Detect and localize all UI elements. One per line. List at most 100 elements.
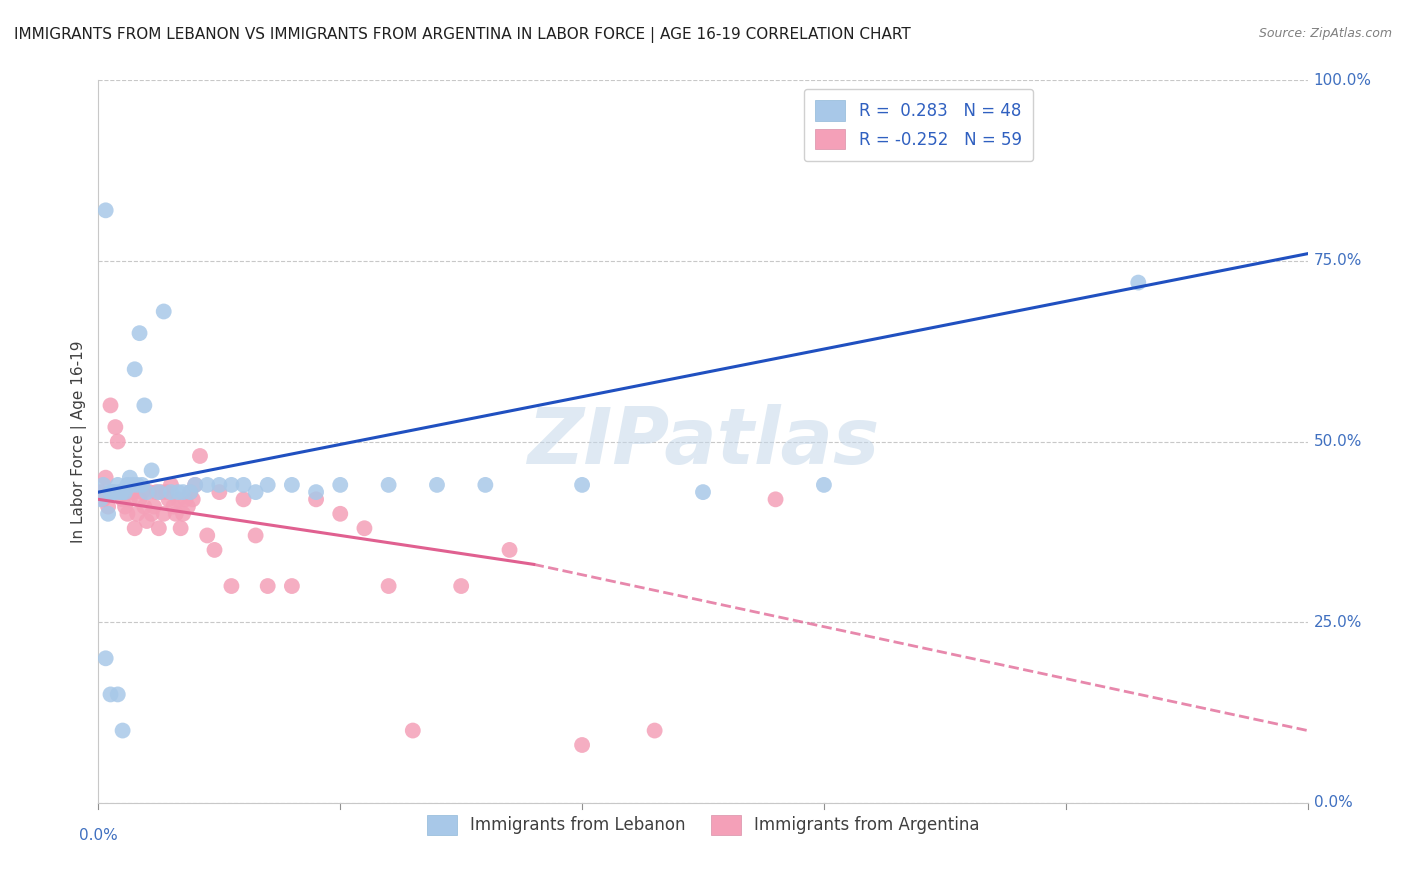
Point (124, 362, 146, 376)
Point (184, 478, 207, 492)
Text: IMMIGRANTS FROM LEBANON VS IMMIGRANTS FROM ARGENTINA IN LABOR FORCE | AGE 16-19 : IMMIGRANTS FROM LEBANON VS IMMIGRANTS FR… (14, 27, 911, 43)
Text: 0.0%: 0.0% (79, 828, 118, 843)
Point (426, 478, 449, 492)
Point (765, 492, 787, 507)
Point (155, 485, 177, 500)
Point (165, 507, 187, 521)
Point (245, 485, 267, 500)
Point (97, 500, 120, 514)
Point (145, 485, 167, 500)
Point (1128, 276, 1150, 290)
Point (245, 528, 267, 542)
Point (167, 492, 190, 507)
Point (117, 507, 139, 521)
Point (208, 478, 231, 492)
Point (100, 398, 122, 412)
Point (256, 478, 278, 492)
Point (141, 463, 163, 477)
Legend: Immigrants from Lebanon, Immigrants from Argentina: Immigrants from Lebanon, Immigrants from… (416, 805, 990, 845)
Point (104, 420, 127, 434)
Point (188, 449, 211, 463)
Point (107, 434, 129, 449)
Text: Source: ZipAtlas.com: Source: ZipAtlas.com (1258, 27, 1392, 40)
Point (111, 492, 134, 507)
Point (305, 492, 328, 507)
Point (692, 485, 714, 500)
Point (195, 528, 218, 542)
Point (195, 478, 218, 492)
Point (474, 478, 496, 492)
Text: 0.0%: 0.0% (1313, 796, 1353, 810)
Point (134, 398, 156, 412)
Point (94, 203, 117, 218)
Point (100, 687, 122, 701)
Point (114, 500, 136, 514)
Point (162, 500, 184, 514)
Point (813, 478, 835, 492)
Point (94, 470, 117, 484)
Point (179, 485, 201, 500)
Point (169, 521, 191, 535)
Point (377, 478, 399, 492)
Point (91, 478, 114, 492)
Point (90, 485, 112, 500)
Point (571, 738, 593, 752)
Point (118, 470, 141, 484)
Point (329, 478, 352, 492)
Point (181, 492, 204, 507)
Point (184, 478, 207, 492)
Point (281, 478, 304, 492)
Point (143, 500, 166, 514)
Point (114, 485, 136, 500)
Point (104, 485, 127, 500)
Point (281, 579, 304, 593)
Point (135, 514, 157, 528)
Point (128, 326, 150, 340)
Point (152, 304, 174, 318)
Point (131, 478, 153, 492)
Point (117, 478, 139, 492)
Point (377, 579, 399, 593)
Text: 25.0%: 25.0% (1313, 615, 1362, 630)
Point (172, 507, 194, 521)
Point (127, 507, 149, 521)
Point (90, 492, 112, 507)
Point (111, 723, 134, 738)
Point (107, 478, 129, 492)
Point (450, 579, 472, 593)
Point (118, 492, 141, 507)
Point (101, 485, 124, 500)
Point (97, 507, 120, 521)
Point (135, 485, 157, 500)
Text: 75.0%: 75.0% (1313, 253, 1362, 268)
Point (107, 687, 129, 701)
Point (179, 485, 201, 500)
Point (111, 485, 134, 500)
Point (150, 485, 173, 500)
Point (208, 485, 231, 500)
Point (121, 485, 143, 500)
Point (138, 485, 160, 500)
Point (157, 492, 180, 507)
Y-axis label: In Labor Force | Age 16-19: In Labor Force | Age 16-19 (72, 340, 87, 543)
Point (141, 507, 163, 521)
Point (127, 478, 149, 492)
Point (571, 478, 593, 492)
Point (353, 521, 375, 535)
Point (152, 507, 174, 521)
Point (148, 485, 170, 500)
Point (108, 485, 131, 500)
Point (172, 485, 194, 500)
Point (128, 492, 150, 507)
Point (167, 485, 190, 500)
Point (94, 651, 117, 665)
Point (101, 485, 124, 500)
Point (160, 478, 183, 492)
Text: ZIPatlas: ZIPatlas (527, 403, 879, 480)
Point (100, 485, 122, 500)
Point (329, 507, 352, 521)
Point (131, 485, 153, 500)
Point (221, 579, 243, 593)
Point (232, 478, 254, 492)
Point (124, 521, 146, 535)
